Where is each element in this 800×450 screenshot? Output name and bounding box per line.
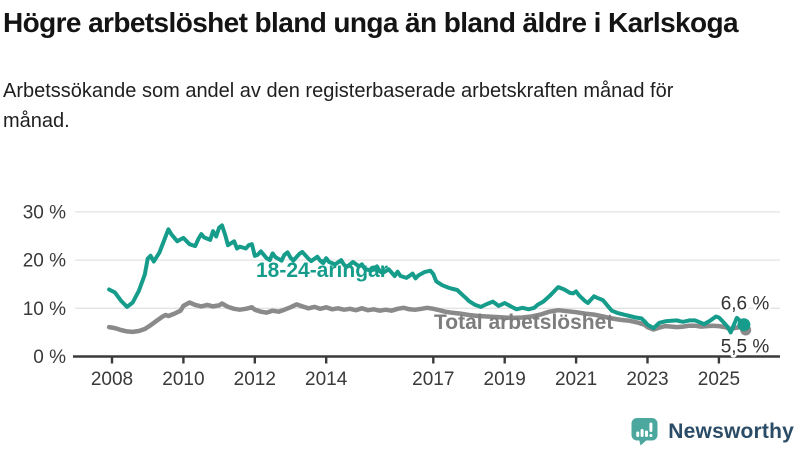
x-axis-label: 2025 <box>698 369 740 390</box>
series-label-total: Total arbetslöshet <box>434 311 613 334</box>
x-axis-label: 2023 <box>626 369 668 390</box>
x-axis-label: 2014 <box>305 369 348 390</box>
bar-chart-glyph <box>636 422 653 437</box>
bubble-tail <box>639 439 649 446</box>
series-end-dot-youth <box>737 318 751 332</box>
newsworthy-wordmark: Newsworthy <box>668 419 794 443</box>
series-label-youth: 18-24-åringar <box>256 259 388 282</box>
x-axis-label: 2010 <box>162 369 204 390</box>
exclamation-bar <box>649 422 653 432</box>
bubble-shape <box>631 418 658 441</box>
y-axis-label: 10 % <box>23 299 66 320</box>
x-axis-label: 2019 <box>484 369 526 390</box>
chart-title: Högre arbetslöshet bland unga än bland ä… <box>3 7 739 38</box>
x-axis-label: 2017 <box>412 369 454 390</box>
chart-subtitle: Arbetssökande som andel av den registerb… <box>3 80 674 132</box>
end-value-label-youth: 6,6 % <box>721 294 770 315</box>
x-axis-label: 2021 <box>555 369 597 390</box>
x-axis-label: 2012 <box>234 369 276 390</box>
y-axis-label: 30 % <box>23 202 66 223</box>
end-value-label-total: 5,5 % <box>721 337 770 358</box>
exclamation-dot <box>649 434 653 437</box>
x-axis-label: 2008 <box>91 369 133 390</box>
series-line-youth <box>107 223 746 335</box>
y-axis-label: 20 % <box>23 251 66 272</box>
y-axis-label: 0 % <box>33 347 66 368</box>
newsworthy-chart-bubble-icon <box>631 418 658 446</box>
newsworthy-logo[interactable]: Newsworthy <box>631 417 794 446</box>
